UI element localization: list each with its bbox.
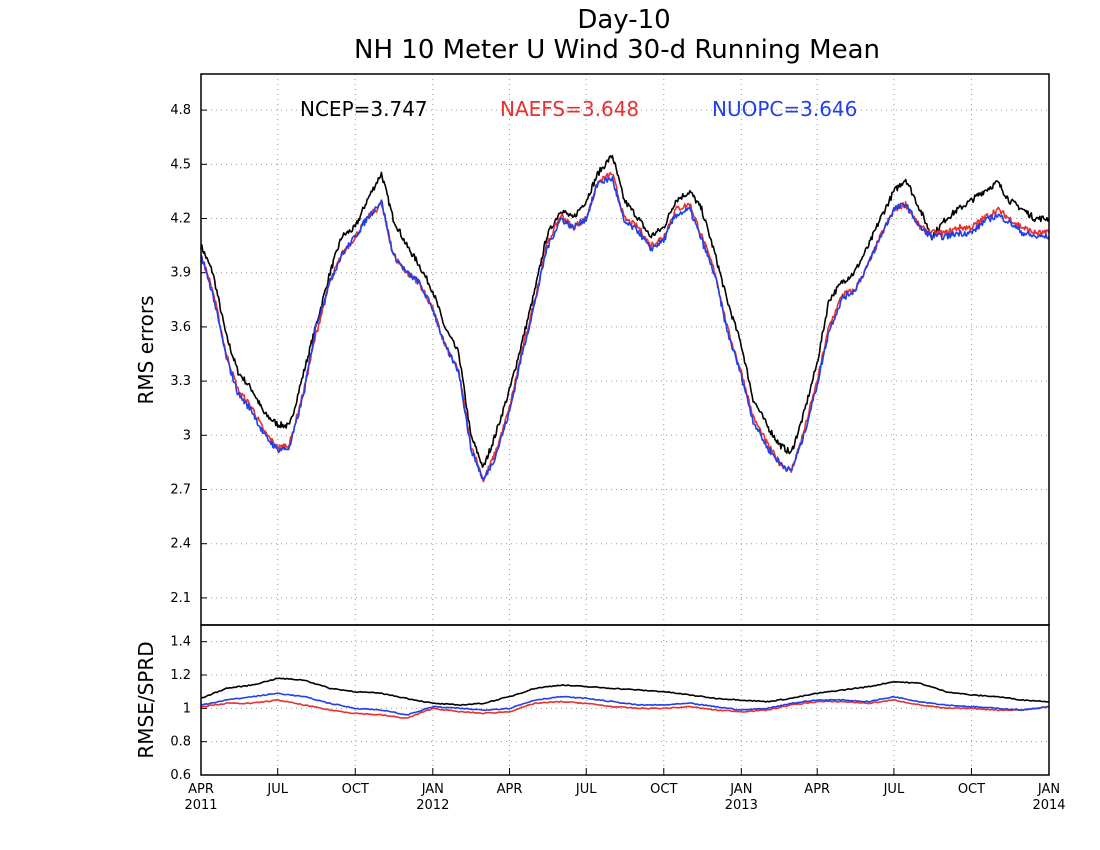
main-ytick-label-1: 2.4: [170, 537, 191, 552]
xtick-label-5: JUL: [575, 782, 597, 797]
chart-title: Day-10: [577, 5, 670, 35]
rms-errors-panel: 2.1 2.4 2.7 3 3.3 3.6 3.9 4.2 4.5 4.8: [170, 73, 1050, 626]
legend-nuopc: NUOPC=3.646: [712, 97, 857, 121]
ratio-ytick-label-0: 0.6: [170, 768, 191, 783]
main-ytick-label-5: 3.6: [170, 320, 191, 335]
xtick-label-1: JUL: [266, 782, 288, 797]
y-axis-label-ratio: RMSE/SPRD: [134, 641, 158, 758]
main-series-nuopc: [200, 176, 1050, 480]
main-ytick-label-0: 2.1: [170, 591, 191, 606]
xtick-label-7: JAN: [729, 782, 752, 797]
ratio-series-naefs: [200, 698, 1049, 719]
rmse-sprd-panel: 0.6 0.8 1 1.2 1.4: [170, 624, 1050, 783]
main-ytick-label-7: 4.2: [170, 212, 191, 227]
xtick-label-4: APR: [497, 782, 523, 797]
y-axis-label-rms: RMS errors: [134, 295, 158, 404]
legend-naefs: NAEFS=3.648: [500, 97, 639, 121]
main-ytick-label-9: 4.8: [170, 103, 191, 118]
xtick-label-10: OCT: [958, 782, 985, 797]
legend: NCEP=3.747 NAEFS=3.648 NUOPC=3.646: [300, 97, 857, 121]
main-ytick-label-8: 4.5: [170, 157, 191, 172]
legend-ncep: NCEP=3.747: [300, 97, 428, 121]
ratio-series-nuopc: [201, 692, 1049, 716]
xtick-label-6: OCT: [650, 782, 677, 797]
main-ytick-label-4: 3.3: [170, 374, 191, 389]
xtick-label-11: JAN: [1037, 782, 1060, 797]
main-ytick-label-6: 3.9: [170, 266, 191, 281]
xtick-label-3: JAN: [421, 782, 444, 797]
xtick-label-8: APR: [804, 782, 830, 797]
xtick-year-0: 2011: [184, 798, 217, 813]
ratio-ytick-label-4: 1.4: [170, 635, 191, 650]
ratio-ytick-label-3: 1.2: [170, 668, 191, 683]
ratio-series-ncep: [200, 677, 1050, 707]
xtick-year-11: 2014: [1032, 798, 1065, 813]
xtick-label-2: OCT: [342, 782, 369, 797]
xtick-label-0: APR: [188, 782, 214, 797]
ratio-ytick-label-2: 1: [183, 701, 191, 716]
ratio-plot-frame: [200, 624, 1050, 776]
ratio-ytick-label-1: 0.8: [170, 735, 191, 750]
main-ytick-label-3: 3: [183, 428, 191, 443]
main-series-ncep: [200, 154, 1050, 469]
main-ytick-label-2: 2.7: [170, 483, 191, 498]
main-plot-frame: [200, 73, 1050, 626]
xtick-year-3: 2012: [416, 798, 449, 813]
chart-subtitle: NH 10 Meter U Wind 30-d Running Mean: [354, 35, 880, 65]
xtick-label-9: JUL: [883, 782, 905, 797]
xtick-year-7: 2013: [725, 798, 758, 813]
